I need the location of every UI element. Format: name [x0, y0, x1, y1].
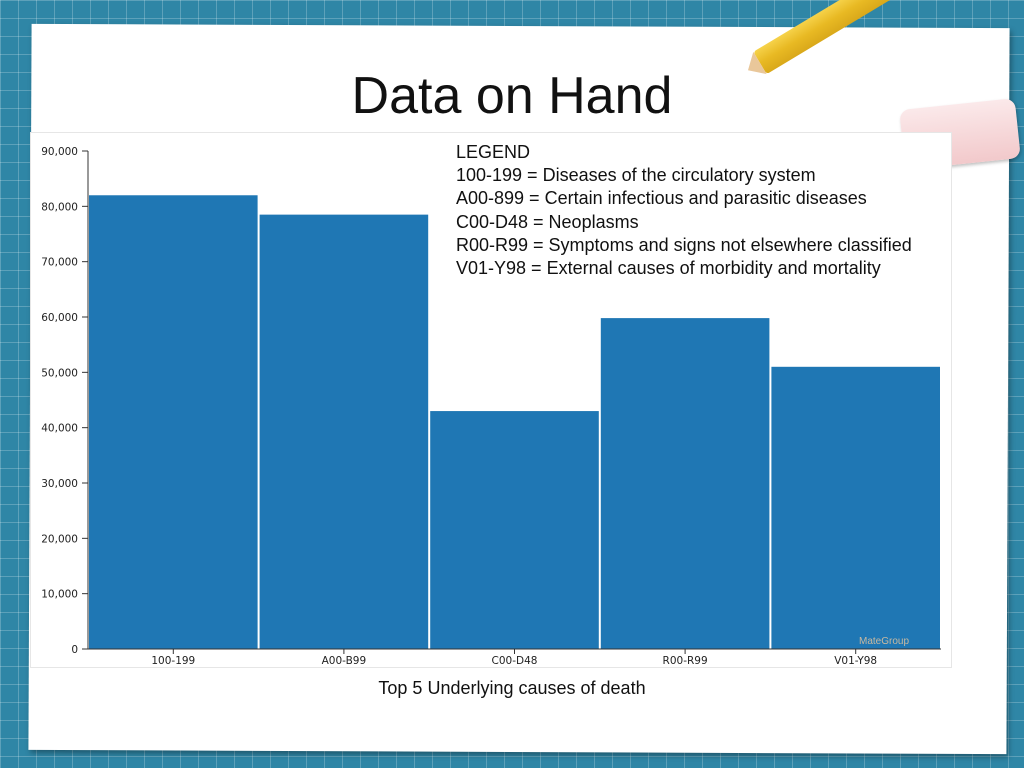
legend-entry-3: R00-R99 = Symptoms and signs not elsewhe…: [456, 234, 912, 255]
legend-entry-1: A00-899 = Certain infectious and parasit…: [456, 188, 867, 209]
x-tick-label: V01-Y98: [834, 655, 877, 667]
y-tick-label: 30,000: [41, 478, 78, 490]
y-tick-label: 80,000: [41, 201, 78, 213]
bar-chart: 0 10,000 20,000 30,000 40,000 50,000 60,000 70,…: [41, 146, 941, 667]
y-tick-label: 20,000: [41, 533, 78, 545]
y-tick-label: 10,000: [41, 589, 78, 601]
y-tick-label: 50,000: [41, 367, 78, 379]
y-tick-label: 70,000: [41, 257, 78, 269]
y-tick-label: 90,000: [41, 146, 78, 158]
slide-title: Data on Hand: [351, 67, 673, 125]
legend-heading: LEGEND: [456, 142, 531, 162]
chart-caption: Top 5 Underlying causes of death: [378, 678, 646, 698]
legend-entry-4: V01-Y98 = External causes of morbidity a…: [456, 258, 881, 279]
y-tick-label: 60,000: [41, 312, 78, 324]
y-tick-label: 40,000: [41, 423, 78, 435]
x-tick-label: R00-R99: [663, 655, 708, 667]
bar-A00-B99: [259, 214, 429, 649]
bar-R00-R99: [600, 318, 770, 649]
watermark-text: MateGroup: [859, 636, 910, 647]
x-tick-label: C00-D48: [492, 655, 538, 667]
bar-C00-D48: [430, 411, 599, 649]
chart-panel: 0 10,000 20,000 30,000 40,000 50,000 60,000 70,…: [30, 132, 952, 668]
y-tick-label: 0: [71, 644, 78, 656]
legend: LEGEND 100-199 = Diseases of the circula…: [456, 141, 912, 280]
bar-V01-Y98: [771, 366, 940, 649]
bar-100-199: [89, 195, 258, 649]
x-tick-label: A00-B99: [322, 655, 367, 667]
x-tick-label: 100-199: [151, 655, 195, 667]
legend-entry-2: C00-D48 = Neoplasms: [456, 211, 639, 232]
legend-entry-0: 100-199 = Diseases of the circulatory sy…: [456, 165, 816, 186]
